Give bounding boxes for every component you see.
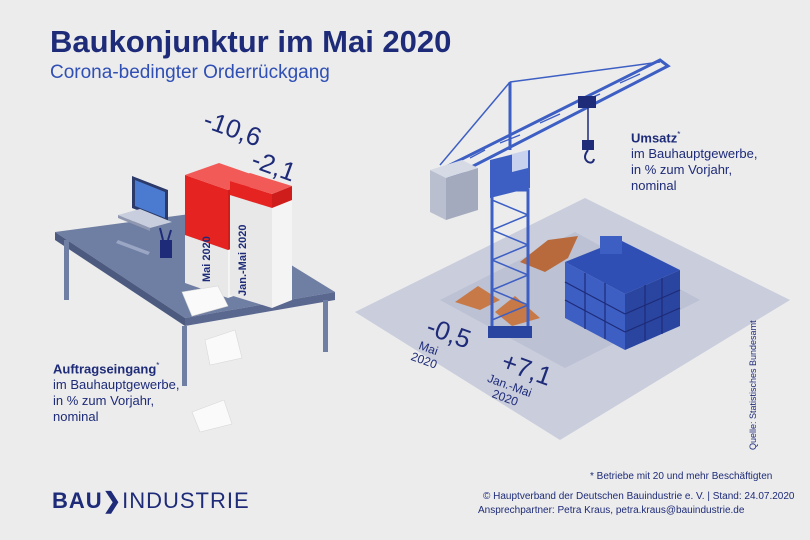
contact: Ansprechpartner: Petra Kraus, petra.krau… bbox=[478, 505, 745, 516]
paper-stack-janmay bbox=[230, 173, 292, 308]
revenue-heading-mark: * bbox=[677, 130, 681, 139]
ruler-icon bbox=[116, 240, 150, 255]
logo-part1: BAU bbox=[52, 488, 103, 513]
orders-heading-mark: * bbox=[156, 361, 160, 370]
flying-papers bbox=[181, 285, 243, 433]
orders-line1: im Bauhauptgewerbe, bbox=[53, 377, 180, 393]
revenue-line1: im Bauhauptgewerbe, bbox=[631, 146, 758, 162]
orders-line3: nominal bbox=[53, 409, 99, 425]
revenue-line3: nominal bbox=[631, 178, 677, 194]
page-title: Baukonjunktur im Mai 2020 bbox=[50, 24, 452, 59]
bauindustrie-logo: BAU❯INDUSTRIE bbox=[52, 488, 250, 514]
revenue-description: Umsatz* im Bauhauptgewerbe, in % zum Vor… bbox=[631, 127, 757, 194]
orders-heading: Auftragseingang bbox=[53, 361, 157, 377]
building-icon bbox=[564, 236, 681, 350]
orders-description: Auftragseingang* im Bauhauptgewerbe, in … bbox=[53, 358, 179, 425]
logo-part2: INDUSTRIE bbox=[122, 488, 250, 513]
logo-chevron-icon: ❯ bbox=[102, 488, 123, 513]
pen-cup-icon bbox=[159, 227, 172, 258]
revenue-line2: in % zum Vorjahr, bbox=[631, 162, 733, 178]
source-note: Quelle: Statistisches Bundesamt bbox=[748, 320, 758, 450]
orders-janmay-label: Jan.-Mai 2020 bbox=[237, 224, 249, 296]
orders-may-label: Mai 2020 bbox=[201, 236, 213, 282]
revenue-heading: Umsatz bbox=[631, 130, 678, 146]
crane-icon bbox=[430, 58, 671, 338]
footnote: * Betriebe mit 20 und mehr Beschäftigten bbox=[590, 471, 773, 482]
laptop-icon bbox=[118, 176, 172, 231]
copyright: © Hauptverband der Deutschen Bauindustri… bbox=[483, 491, 795, 502]
page-subtitle: Corona-bedingter Orderrückgang bbox=[50, 62, 330, 83]
orders-line2: in % zum Vorjahr, bbox=[53, 393, 155, 409]
